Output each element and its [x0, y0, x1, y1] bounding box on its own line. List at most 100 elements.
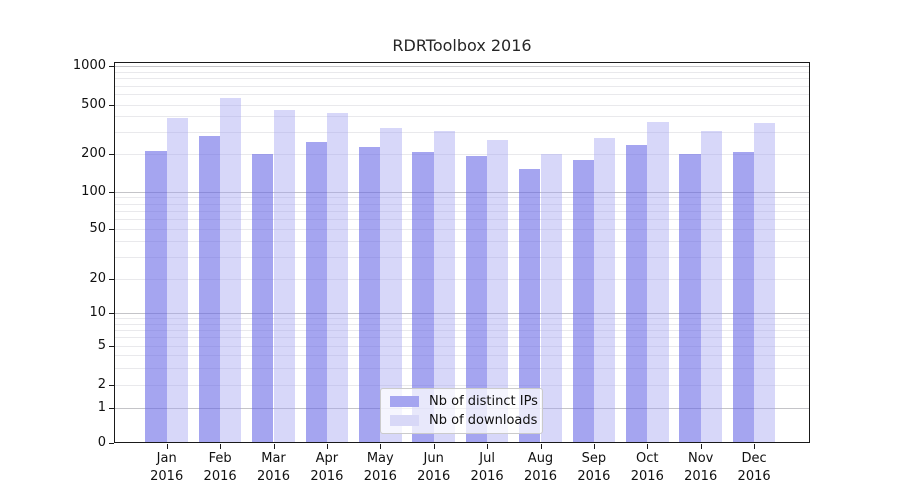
gridline-minor	[115, 337, 809, 338]
gridline-major	[115, 192, 809, 193]
gridline-minor	[115, 116, 809, 117]
x-axis-tick	[701, 444, 702, 449]
y-axis-tick	[109, 279, 114, 280]
y-axis-tick	[109, 313, 114, 314]
y-tick-label: 5	[97, 338, 106, 353]
y-tick-label: 200	[81, 146, 106, 161]
bar-downloads-mar	[273, 109, 295, 443]
bar-downloads-apr	[326, 112, 349, 443]
bar-downloads-feb	[220, 98, 242, 443]
y-axis-tick	[109, 346, 114, 347]
gridline-minor	[115, 78, 809, 79]
bar-downloads-dec	[754, 122, 776, 443]
y-tick-label: 500	[81, 97, 106, 112]
y-axis-tick	[109, 154, 114, 155]
gridline-minor	[115, 318, 809, 319]
chart-title: RDRToolbox 2016	[392, 36, 532, 55]
x-axis-tick	[487, 444, 488, 449]
legend-item-distinct-ips: Nb of distinct IPs	[390, 394, 538, 409]
gridline-minor	[115, 229, 809, 230]
bar-downloads-oct	[647, 122, 669, 443]
y-tick-label: 0	[97, 435, 106, 450]
x-tick-label: Apr 2016	[310, 451, 344, 484]
legend-label-downloads: Nb of downloads	[429, 413, 538, 428]
x-tick-label: Sep 2016	[577, 451, 611, 484]
y-tick-label: 10	[89, 305, 106, 320]
gridline-minor	[115, 324, 809, 325]
gridline-minor	[115, 219, 809, 220]
x-axis-tick	[647, 444, 648, 449]
x-axis-tick	[434, 444, 435, 449]
y-tick-label: 20	[89, 271, 106, 286]
gridline-minor	[115, 72, 809, 73]
legend-swatch-distinct-ips	[390, 396, 419, 407]
bar-ips-feb	[198, 135, 221, 443]
y-axis-tick	[109, 443, 114, 444]
x-axis-tick	[167, 444, 168, 449]
y-axis-tick	[109, 385, 114, 386]
legend-swatch-downloads	[390, 415, 419, 426]
bar-downloads-aug	[540, 154, 562, 443]
x-axis-tick	[274, 444, 275, 449]
x-axis-tick	[327, 444, 328, 449]
x-axis-tick	[594, 444, 595, 449]
y-tick-label: 1	[97, 400, 106, 415]
y-tick-label: 2	[97, 377, 106, 392]
gridline-minor	[115, 211, 809, 212]
bar-ips-nov	[679, 153, 701, 443]
bar-ips-mar	[252, 153, 274, 443]
gridline-major	[115, 313, 809, 314]
x-tick-label: Feb 2016	[203, 451, 237, 484]
bar-downloads-may	[380, 128, 402, 443]
gridline-minor	[115, 279, 809, 280]
bar-downloads-sep	[593, 137, 616, 443]
gridline-minor	[115, 346, 809, 347]
x-tick-label: Jul 2016	[470, 451, 504, 484]
x-tick-label: Jun 2016	[417, 451, 451, 484]
legend-label-distinct-ips: Nb of distinct IPs	[429, 394, 538, 409]
y-tick-label: 1000	[72, 58, 106, 73]
legend: Nb of distinct IPs Nb of downloads	[380, 388, 543, 434]
bar-downloads-jan	[166, 117, 189, 443]
bar-ips-dec	[732, 152, 755, 443]
x-axis-tick	[380, 444, 381, 449]
y-axis-tick	[109, 105, 114, 106]
gridline-major	[115, 66, 809, 67]
gridline-minor	[115, 204, 809, 205]
gridline-minor	[115, 154, 809, 155]
legend-item-downloads: Nb of downloads	[390, 413, 537, 428]
gridline-minor	[115, 355, 809, 356]
bar-ips-may	[358, 146, 381, 443]
bar-downloads-nov	[700, 131, 723, 443]
y-axis-tick	[109, 229, 114, 230]
gridline-minor	[115, 105, 809, 106]
y-axis-tick	[109, 408, 114, 409]
gridline-minor	[115, 86, 809, 87]
bar-ips-sep	[572, 159, 594, 443]
bar-ips-apr	[305, 141, 327, 443]
x-axis-tick	[541, 444, 542, 449]
gridline-minor	[115, 330, 809, 331]
x-tick-label: Jan 2016	[150, 451, 184, 484]
x-tick-label: Aug 2016	[523, 451, 558, 484]
bar-downloads-jul	[487, 140, 509, 443]
y-axis-tick	[109, 192, 114, 193]
gridline-minor	[115, 94, 809, 95]
gridline-minor	[115, 368, 809, 369]
bar-ips-jan	[145, 150, 167, 443]
x-tick-label: May 2016	[363, 451, 397, 484]
gridline-minor	[115, 257, 809, 258]
x-axis-tick	[220, 444, 221, 449]
gridline-minor	[115, 132, 809, 133]
bar-ips-jun	[412, 152, 434, 443]
x-axis-tick	[754, 444, 755, 449]
y-axis-tick	[109, 66, 114, 67]
x-tick-label: Nov 2016	[684, 451, 718, 484]
x-tick-label: Dec 2016	[737, 451, 771, 484]
gridline-minor	[115, 241, 809, 242]
gridline-minor	[115, 197, 809, 198]
bar-downloads-jun	[433, 130, 456, 443]
y-tick-label: 100	[81, 184, 106, 199]
bar-ips-jul	[465, 156, 488, 443]
